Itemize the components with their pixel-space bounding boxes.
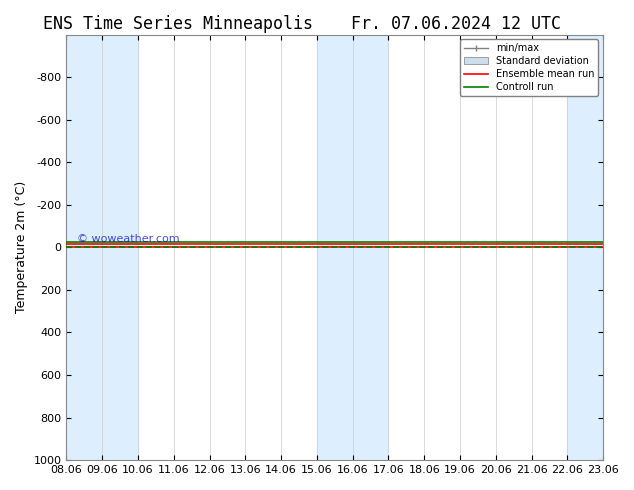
Bar bbox=[317, 35, 389, 460]
Text: Fr. 07.06.2024 12 UTC: Fr. 07.06.2024 12 UTC bbox=[351, 15, 562, 33]
Ensemble mean run bbox=[98, 245, 106, 250]
Text: © woweather.com: © woweather.com bbox=[77, 234, 180, 244]
Controll run bbox=[98, 245, 106, 250]
Ensemble mean run bbox=[63, 245, 70, 250]
Bar bbox=[567, 35, 603, 460]
Text: ENS Time Series Minneapolis: ENS Time Series Minneapolis bbox=[42, 15, 313, 33]
Controll run bbox=[63, 245, 70, 250]
Bar bbox=[67, 35, 138, 460]
Y-axis label: Temperature 2m (°C): Temperature 2m (°C) bbox=[15, 181, 28, 314]
Legend: min/max, Standard deviation, Ensemble mean run, Controll run: min/max, Standard deviation, Ensemble me… bbox=[460, 40, 598, 96]
